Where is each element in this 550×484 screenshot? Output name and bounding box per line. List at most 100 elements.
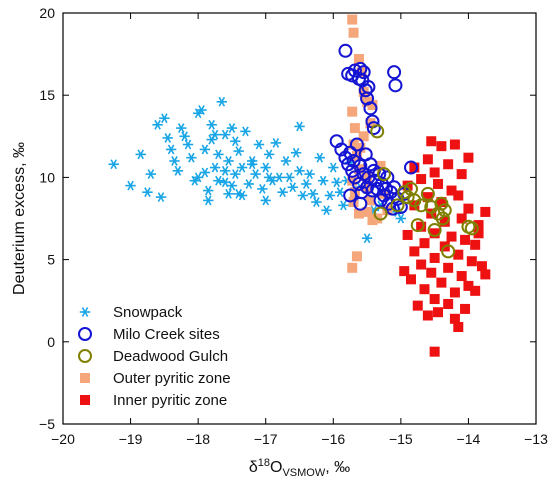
data-point xyxy=(358,131,369,142)
data-point xyxy=(233,188,244,199)
y-tick-label: 20 xyxy=(39,5,55,21)
data-point xyxy=(422,310,433,321)
y-axis-title: Deuterium excess, ‰ xyxy=(11,142,28,295)
data-point xyxy=(480,269,491,280)
data-point xyxy=(338,200,349,211)
data-point xyxy=(125,180,136,191)
data-point xyxy=(456,169,467,180)
data-point xyxy=(219,177,231,188)
data-point xyxy=(362,172,373,183)
data-point xyxy=(199,144,211,155)
data-point xyxy=(349,137,364,152)
data-point xyxy=(466,256,477,267)
data-point xyxy=(416,174,427,185)
data-point xyxy=(456,271,467,282)
data-point xyxy=(426,267,437,278)
legend-label: Milo Creek sites xyxy=(113,326,220,343)
legend-label: Snowpack xyxy=(113,304,183,321)
legend-marker xyxy=(80,395,90,405)
data-point xyxy=(456,213,467,224)
x-tick-label: −14 xyxy=(457,431,481,447)
x-tick-label: −20 xyxy=(51,431,75,447)
data-point xyxy=(353,54,364,65)
data-point xyxy=(347,106,358,117)
data-point xyxy=(351,251,362,262)
data-point xyxy=(338,43,353,58)
data-point xyxy=(443,159,454,170)
data-point xyxy=(422,192,433,203)
data-point xyxy=(439,216,450,227)
data-point xyxy=(307,188,319,199)
data-point xyxy=(219,129,231,140)
data-point xyxy=(372,167,387,182)
data-point xyxy=(414,198,429,213)
data-point xyxy=(405,274,416,285)
data-point xyxy=(349,123,360,134)
legend-item: Milo Creek sites xyxy=(78,326,220,343)
data-point xyxy=(203,195,214,206)
data-point xyxy=(353,208,364,219)
data-point xyxy=(429,294,440,305)
data-point xyxy=(409,162,420,173)
data-point xyxy=(135,149,146,160)
legend-item: Inner pyritic zone xyxy=(80,392,227,409)
data-point xyxy=(294,165,305,176)
data-point xyxy=(347,14,358,25)
data-point xyxy=(362,206,373,217)
data-point xyxy=(155,192,167,203)
data-point xyxy=(373,206,388,221)
data-point xyxy=(142,187,153,198)
data-point xyxy=(277,187,288,198)
data-point xyxy=(361,233,373,244)
legend-marker xyxy=(78,349,92,363)
data-point xyxy=(274,172,285,183)
data-point xyxy=(429,252,440,263)
data-point xyxy=(367,100,378,111)
data-point xyxy=(453,322,464,333)
data-point xyxy=(419,238,430,249)
y-tick-label: 15 xyxy=(39,87,55,103)
data-point xyxy=(209,162,221,173)
data-point xyxy=(420,186,435,201)
x-tick-label: −15 xyxy=(389,431,413,447)
data-point xyxy=(412,300,423,311)
data-point xyxy=(443,262,454,273)
legend-label: Inner pyritic zone xyxy=(113,392,227,409)
data-point xyxy=(284,172,295,183)
data-point xyxy=(353,158,368,173)
data-point xyxy=(402,229,413,240)
data-point xyxy=(159,113,170,124)
data-point xyxy=(460,303,471,314)
data-point xyxy=(473,228,484,239)
data-point xyxy=(449,313,460,324)
data-point xyxy=(473,220,484,231)
data-point xyxy=(263,149,275,160)
data-point xyxy=(343,145,358,160)
data-point xyxy=(433,307,444,318)
data-point xyxy=(460,234,471,245)
data-point xyxy=(304,169,315,180)
data-point xyxy=(260,195,271,206)
data-point xyxy=(145,169,157,180)
data-point xyxy=(419,284,430,295)
data-point xyxy=(311,197,322,207)
data-point xyxy=(328,162,339,173)
plot-marks xyxy=(108,14,491,357)
data-point xyxy=(416,259,427,270)
data-point xyxy=(247,159,258,170)
x-tick-label: −19 xyxy=(119,431,143,447)
data-point xyxy=(441,244,456,259)
data-point xyxy=(172,165,184,176)
axis-ticks: −20 −19 −18 −17 −16 −15 −14 −13 −5 0 5 10 15 20 xyxy=(39,5,548,447)
data-point xyxy=(470,285,481,296)
data-point xyxy=(426,136,437,147)
data-point xyxy=(243,179,255,189)
data-point xyxy=(348,27,359,38)
data-point xyxy=(347,175,358,186)
data-point xyxy=(253,139,265,150)
data-point xyxy=(240,126,251,137)
data-point xyxy=(162,133,173,143)
data-point xyxy=(446,185,457,196)
data-point xyxy=(433,178,444,189)
data-point xyxy=(192,172,204,183)
